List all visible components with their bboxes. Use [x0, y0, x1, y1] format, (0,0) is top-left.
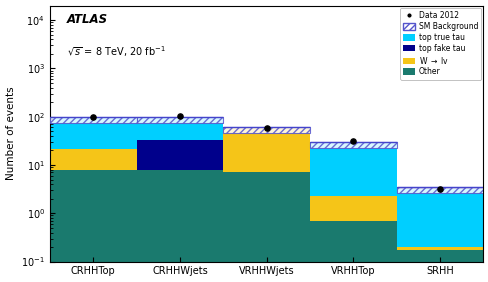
Legend: Data 2012, SM Background, top true tau, top fake tau, W $\rightarrow$ lv, Other: Data 2012, SM Background, top true tau, …	[400, 8, 480, 80]
Bar	[396, 187, 483, 193]
Bar	[309, 142, 396, 149]
Bar	[309, 143, 396, 196]
Bar	[309, 221, 396, 282]
Text: ATLAS: ATLAS	[67, 13, 108, 26]
Bar	[223, 127, 309, 133]
Bar	[223, 127, 309, 129]
Point	[176, 114, 183, 118]
Bar	[309, 196, 396, 221]
Bar	[50, 149, 136, 170]
Bar	[396, 189, 483, 247]
Point	[89, 115, 97, 120]
Bar	[396, 187, 483, 189]
Point	[349, 138, 357, 143]
Bar	[136, 117, 223, 123]
Bar	[396, 250, 483, 282]
Bar	[136, 140, 223, 170]
Y-axis label: Number of events: Number of events	[5, 87, 16, 180]
Bar	[136, 117, 223, 118]
Bar	[50, 117, 136, 118]
Bar	[50, 118, 136, 149]
Bar	[136, 170, 223, 282]
Point	[435, 187, 443, 191]
Bar	[50, 170, 136, 282]
Text: $\sqrt{s}$ = 8 TeV, 20 fb$^{-1}$: $\sqrt{s}$ = 8 TeV, 20 fb$^{-1}$	[67, 44, 165, 59]
Bar	[136, 118, 223, 140]
Bar	[223, 129, 309, 173]
Bar	[223, 173, 309, 282]
Point	[262, 126, 270, 131]
Bar	[50, 117, 136, 123]
Bar	[309, 142, 396, 143]
Bar	[396, 247, 483, 250]
